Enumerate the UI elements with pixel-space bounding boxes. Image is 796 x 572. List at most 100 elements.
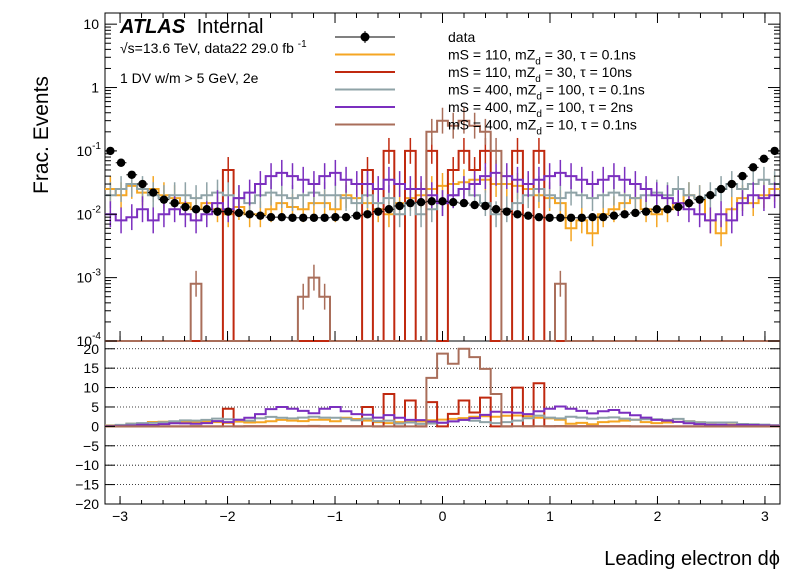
data-point: [170, 198, 179, 208]
x-tick-label: −2: [220, 508, 236, 524]
data-point: [149, 188, 158, 197]
data-point: [620, 210, 629, 219]
data-point: [395, 201, 404, 211]
ratio-y-tick-label: −5: [83, 438, 99, 454]
data-point: [138, 179, 147, 189]
data-point: [406, 198, 415, 208]
data-point: [609, 211, 619, 220]
selection-label: 1 DV w/m > 5 GeV, 2e: [120, 70, 259, 86]
y-axis-label: Frac. Events: [30, 76, 53, 194]
series-4-histogram: [105, 171, 780, 222]
series-layer: [105, 107, 780, 342]
ratio-y-tick-label: −15: [75, 477, 99, 493]
legend-entry-5: mS = 400, mZd = 10, τ = 0.1ns: [448, 117, 637, 138]
data-point: [695, 195, 704, 204]
legend-entry-0: data: [448, 29, 475, 45]
x-tick-label: −3: [112, 508, 128, 524]
data-point: [363, 210, 372, 219]
x-tick-label: 0: [439, 508, 447, 524]
ratio-y-tick-label: 20: [83, 341, 99, 357]
ratio-y-tick-label: 0: [91, 418, 99, 434]
data-point: [556, 213, 565, 222]
data-point: [384, 205, 394, 214]
data-point: [524, 211, 533, 220]
data-point: [266, 212, 276, 222]
data-point: [566, 213, 576, 222]
data-point: [277, 212, 286, 222]
experiment-tag: Internal: [197, 16, 264, 38]
data-point: [502, 207, 511, 216]
data-point: [759, 154, 769, 164]
data-point: [716, 184, 726, 194]
svg-text:ATLAS Internal: ATLAS Internal: [119, 16, 263, 38]
ratio-y-tick-label: −10: [75, 457, 99, 473]
axes: −3 −2 −1 0 1 2 310-410-310-210-111020151050−5−…: [75, 13, 780, 524]
data-point: [416, 198, 426, 207]
data-point: [588, 212, 597, 222]
data-point: [459, 198, 469, 208]
data-point: [481, 201, 490, 211]
data-point: [352, 211, 361, 220]
x-tick-label: 3: [761, 508, 769, 524]
data-point: [191, 205, 201, 214]
data-point: [427, 197, 436, 206]
series-5-histogram: [105, 119, 780, 342]
data-point: [224, 207, 233, 216]
data-point: [577, 213, 586, 222]
data-point: [299, 213, 308, 222]
data-point: [470, 200, 479, 210]
x-tick-label: 2: [654, 508, 662, 524]
data-point: [374, 207, 383, 216]
data-point: [674, 202, 683, 212]
y-tick-label: 10-4: [77, 331, 102, 349]
data-point: [631, 208, 640, 218]
y-tick-label: 10-1: [77, 141, 102, 159]
data-point: [449, 198, 458, 207]
x-tick-label: −1: [327, 508, 343, 524]
data-point: [534, 212, 544, 222]
data-point: [706, 190, 715, 200]
data-point: [684, 198, 694, 208]
energy-line: √s=13.6 TeV, data22 29.0 fb: [120, 40, 294, 56]
y-tick-label: 10-2: [77, 204, 102, 222]
data-point: [256, 211, 265, 220]
data-point: [181, 202, 190, 212]
y-tick-label: 10-3: [77, 268, 102, 286]
legend-entry-4: mS = 400, mZd = 100, τ = 2ns: [448, 99, 633, 120]
data-point: [288, 213, 297, 222]
legend-entry-1: mS = 110, mZd = 30, τ = 0.1ns: [448, 47, 636, 68]
data-point: [320, 213, 329, 222]
data-point: [513, 210, 522, 219]
data-point: [331, 212, 340, 222]
ratio-y-tick-label: −20: [75, 496, 99, 512]
legend-entry-2: mS = 110, mZd = 30, τ = 10ns: [448, 64, 632, 85]
data-point: [438, 197, 447, 206]
legend-data-marker: [360, 32, 370, 42]
x-tick-label: 1: [546, 508, 554, 524]
data-point: [641, 207, 651, 216]
x-axis-label: Leading electron dϕ: [604, 548, 780, 570]
data-point: [116, 158, 126, 167]
data-point: [652, 205, 661, 214]
experiment-name: ATLAS: [119, 16, 186, 38]
series-5-ratio: [105, 347, 780, 428]
data-point: [599, 212, 608, 222]
ratio-y-tick-label: 10: [83, 380, 99, 396]
y-tick-label: 10: [83, 16, 99, 32]
energy-superscript: -1: [298, 39, 307, 50]
data-point: [309, 213, 319, 222]
data-points: [105, 146, 780, 222]
ratio-y-tick-label: 15: [83, 360, 99, 376]
data-point: [727, 179, 736, 189]
data-point: [663, 205, 672, 214]
data-point: [159, 195, 169, 204]
data-point: [491, 205, 501, 214]
data-point: [213, 207, 222, 216]
ratio-series-layer: [105, 347, 780, 428]
series-4-ratio: [105, 405, 780, 427]
data-point: [127, 170, 136, 179]
data-point: [545, 213, 554, 222]
